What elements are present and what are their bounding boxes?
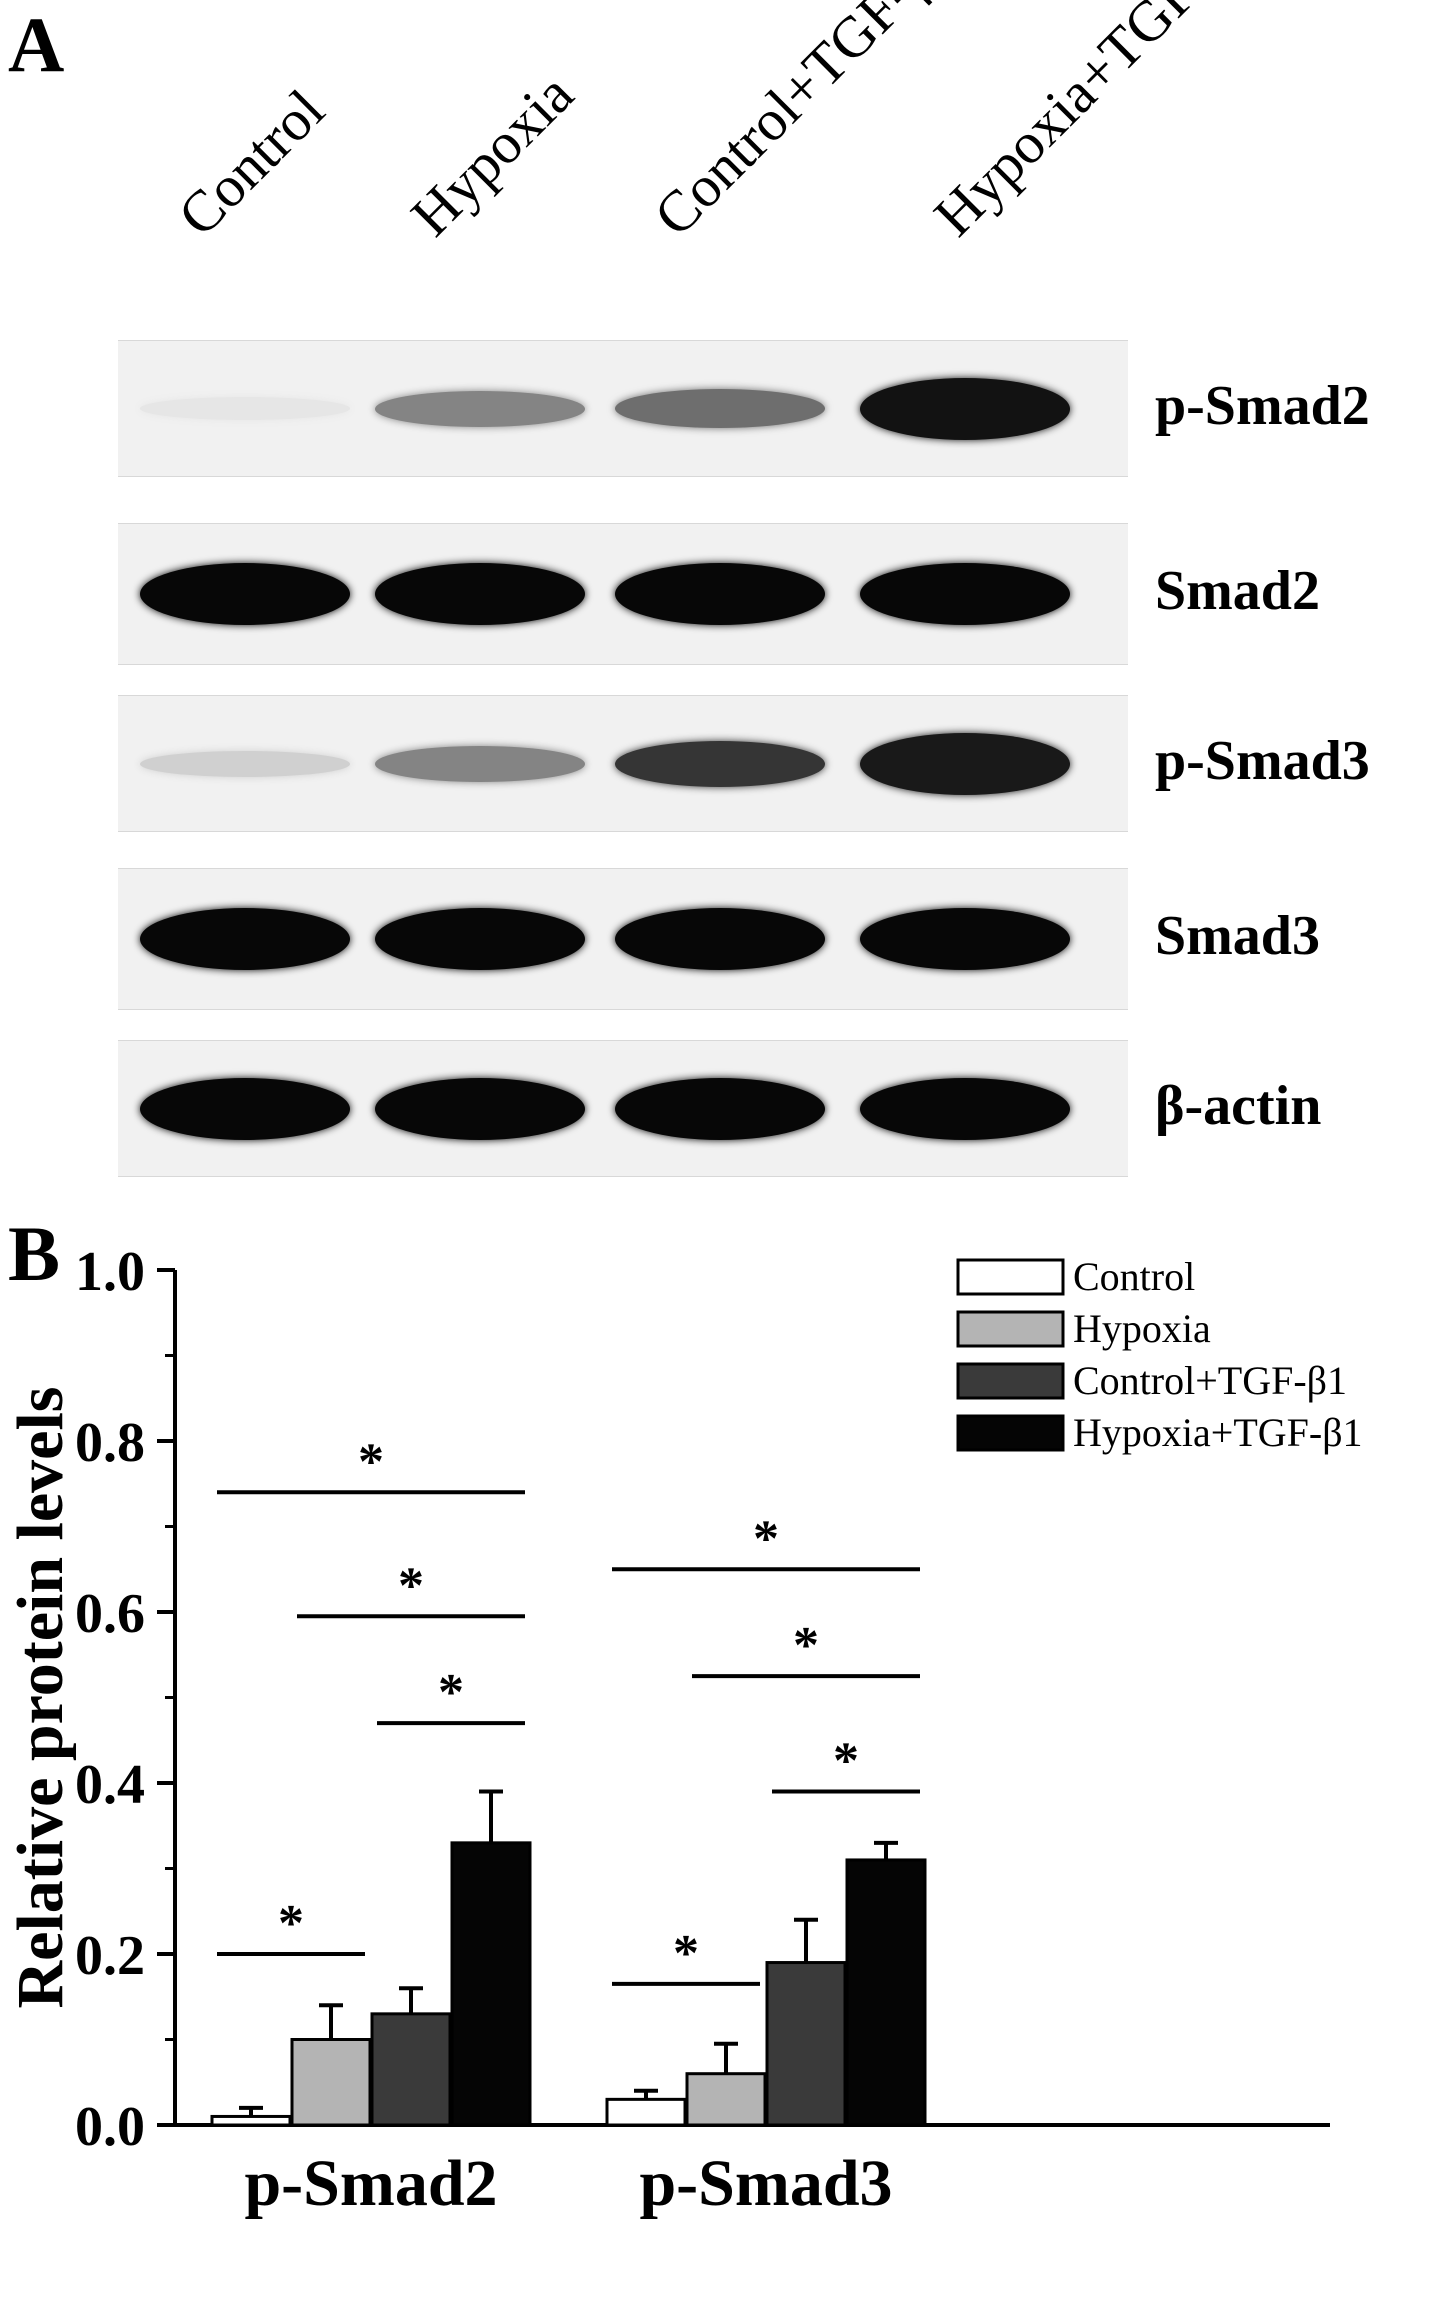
blot-band [375,390,585,427]
bar [370,2012,452,2127]
blot-band [615,1077,825,1140]
bar [605,2097,687,2127]
blot-band [140,908,350,970]
lane-label: Control [165,77,337,249]
significance-star: * [753,1510,779,1567]
legend-swatch [956,1362,1065,1400]
significance-star: * [398,1557,424,1614]
blot-strip [118,340,1128,477]
significance-star: * [278,1895,304,1952]
legend-swatch [956,1310,1065,1348]
legend-label: Hypoxia+TGF-β1 [1073,1410,1363,1455]
x-tick-label: p-Smad2 [244,2147,497,2220]
blot-band [375,563,585,625]
blot-band [375,908,585,970]
x-tick-label: p-Smad3 [639,2147,892,2220]
y-tick-label: 0.6 [75,1583,145,1645]
significance-star: * [358,1433,384,1490]
lane-label: Hypoxia [398,61,586,249]
blot-band [615,908,825,970]
blot-band [860,377,1070,440]
blot-band [140,397,350,420]
blot-row-label: Smad2 [1155,560,1320,622]
blot-row-label: p-Smad2 [1155,374,1370,437]
y-tick-label: 1.0 [75,1250,145,1303]
blot-band [140,750,350,777]
y-axis-label: Relative protein levels [4,1387,77,2009]
significance-star: * [793,1617,819,1674]
blot-strip [118,1040,1128,1177]
legend-label: Hypoxia [1073,1306,1211,1351]
lane-label: Control+TGF-β1 [641,0,969,249]
bar [845,1858,927,2127]
blot-band [615,740,825,787]
bar-chart: 0.0 0.2 0.4 0.6 0.8 1.0 Relative protein level… [4,1250,1363,2220]
significance-star: * [833,1733,859,1790]
y-tick-label: 0.4 [75,1754,145,1816]
significance-star: * [673,1925,699,1982]
y-tick-label: 0.2 [75,1925,145,1987]
bar [210,2114,292,2127]
panel-a-letter: A [8,1,65,88]
blot-band [615,389,825,428]
bar [765,1961,847,2127]
blot-strip [118,868,1128,1010]
y-tick-label: 0.0 [75,2096,145,2158]
lane-label: Hypoxia+TGF-β1 [921,0,1265,249]
blot-row-label: β-actin [1155,1074,1322,1137]
bar [290,2038,372,2127]
blot-band [860,1077,1070,1140]
blot-band [860,732,1070,795]
legend-label: Control [1073,1254,1195,1299]
legend-swatch [956,1258,1065,1296]
blot-band [860,908,1070,970]
blot-row-label: Smad3 [1155,905,1320,967]
significance-star: * [438,1664,464,1721]
blot-band [375,745,585,782]
blot-band [140,563,350,625]
blot-band [860,563,1070,625]
legend-label: Control+TGF-β1 [1073,1358,1347,1403]
blot-band [615,563,825,625]
legend-swatch [956,1414,1065,1452]
blot-strip [118,523,1128,665]
blot-band [375,1077,585,1140]
blot-strip [118,695,1128,832]
y-tick-label: 0.8 [75,1412,145,1474]
blot-band [140,1077,350,1140]
bar [685,2072,767,2127]
bar [450,1841,532,2127]
panel-b-letter: B [8,1210,61,1297]
blot-row-label: p-Smad3 [1155,729,1370,792]
